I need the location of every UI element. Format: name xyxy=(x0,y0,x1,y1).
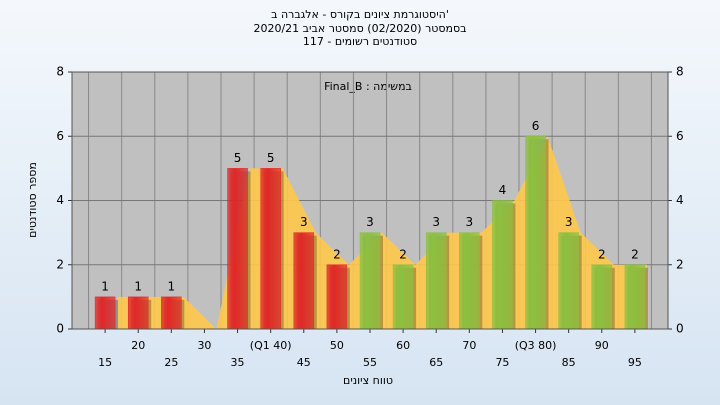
area xyxy=(117,136,647,329)
bar xyxy=(260,168,281,330)
plot-border xyxy=(71,71,669,330)
x-tick-label: 85 xyxy=(562,356,576,369)
data-label: 1 xyxy=(168,279,176,293)
y-tick-label: 2 xyxy=(56,257,64,271)
x-tick-label: 95 xyxy=(628,356,642,369)
bar xyxy=(624,264,646,330)
data-label: 2 xyxy=(631,247,639,261)
x-axis-label: טווח ציונים xyxy=(343,374,393,387)
bar xyxy=(459,232,480,330)
x-tick-label: (Q3 80) xyxy=(515,339,557,352)
x-tick-label: 45 xyxy=(297,356,311,369)
x-tick-label: 60 xyxy=(396,339,410,352)
x-tick-label: 25 xyxy=(164,356,178,369)
x-tick-label: 15 xyxy=(98,356,112,369)
bar xyxy=(591,264,613,330)
y-axis-label: מספר סטודנטים xyxy=(26,162,39,238)
data-label: 2 xyxy=(598,247,606,261)
x-tick-label: 50 xyxy=(330,339,344,352)
bar xyxy=(558,232,579,330)
y2-tick-label: 8 xyxy=(676,65,684,79)
data-label: 1 xyxy=(101,279,109,293)
y-tick-label: 8 xyxy=(56,65,64,79)
data-label: 1 xyxy=(134,279,142,293)
x-tick-label: (Q1 40) xyxy=(250,339,292,352)
data-label: 3 xyxy=(366,215,374,229)
bar xyxy=(293,232,315,330)
data-label: 6 xyxy=(532,119,540,133)
title-line: סטודנטים רשומים - 117 xyxy=(303,35,417,48)
data-label: 2 xyxy=(333,247,341,261)
data-label: 5 xyxy=(234,151,242,165)
y2-tick-label: 0 xyxy=(676,322,684,336)
y2-tick-label: 2 xyxy=(676,257,684,271)
x-tick-label: 65 xyxy=(429,356,443,369)
bar xyxy=(161,296,182,330)
bar xyxy=(525,136,546,330)
title-line: היסטוגרמת ציונים בקורס - אלגברה ב' xyxy=(271,8,449,21)
bar xyxy=(425,232,447,330)
bar xyxy=(227,168,248,330)
y-tick-label: 6 xyxy=(56,129,64,143)
x-tick-label: 35 xyxy=(231,356,245,369)
y2-tick-label: 6 xyxy=(676,129,684,143)
data-label: 4 xyxy=(499,183,507,197)
x-tick-label: 75 xyxy=(495,356,509,369)
y-tick-label: 0 xyxy=(56,322,64,336)
data-label: 3 xyxy=(565,215,573,229)
x-tick-label: 70 xyxy=(462,339,476,352)
x-tick-label: 90 xyxy=(595,339,609,352)
x-tick-label: 30 xyxy=(197,339,211,352)
bar xyxy=(127,296,149,330)
data-label: 3 xyxy=(466,215,474,229)
data-label: 2 xyxy=(399,247,407,261)
title-line: בסמסטר (02/2020) סמסטר אביב 2020/21 xyxy=(253,22,466,35)
bar xyxy=(326,264,348,330)
bar xyxy=(94,296,116,330)
x-tick-label: 20 xyxy=(131,339,145,352)
bar xyxy=(392,264,414,330)
x-tick-label: 55 xyxy=(363,356,377,369)
bar xyxy=(492,200,513,330)
bar xyxy=(359,232,381,330)
data-label: 5 xyxy=(267,151,275,165)
y2-tick-label: 4 xyxy=(676,193,684,207)
data-label: 3 xyxy=(300,215,308,229)
y-tick-label: 4 xyxy=(56,193,64,207)
data-label: 3 xyxy=(432,215,440,229)
annotation: Final_B : במשימה xyxy=(324,80,412,93)
